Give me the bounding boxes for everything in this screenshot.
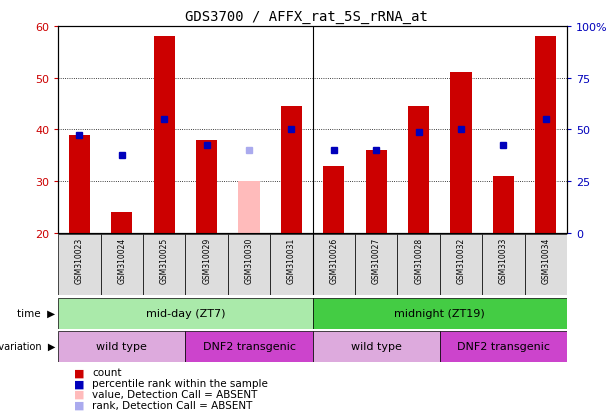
Bar — [154, 37, 175, 233]
Bar — [323, 166, 345, 233]
Text: value, Detection Call = ABSENT: value, Detection Call = ABSENT — [92, 389, 257, 399]
Bar — [238, 182, 260, 233]
Bar — [69, 135, 90, 233]
Bar — [185, 331, 313, 362]
Bar — [493, 177, 514, 233]
Bar — [58, 298, 313, 329]
Text: GSM310026: GSM310026 — [329, 237, 338, 283]
Text: mid-day (ZT7): mid-day (ZT7) — [146, 309, 225, 318]
Bar — [101, 234, 143, 295]
Bar — [196, 140, 217, 233]
Bar — [313, 331, 440, 362]
Bar — [281, 107, 302, 233]
Bar — [355, 234, 397, 295]
Text: midnight (ZT19): midnight (ZT19) — [394, 309, 485, 318]
Bar — [185, 234, 228, 295]
Bar — [228, 234, 270, 295]
Bar — [408, 107, 429, 233]
Text: GSM310025: GSM310025 — [160, 237, 169, 283]
Bar — [440, 234, 482, 295]
Bar — [270, 234, 313, 295]
Bar — [58, 331, 185, 362]
Text: GSM310024: GSM310024 — [117, 237, 126, 283]
Text: GSM310029: GSM310029 — [202, 237, 211, 283]
Text: ■: ■ — [74, 368, 84, 377]
Bar — [440, 331, 567, 362]
Text: GSM310034: GSM310034 — [541, 237, 550, 283]
Text: rank, Detection Call = ABSENT: rank, Detection Call = ABSENT — [92, 400, 253, 410]
Text: percentile rank within the sample: percentile rank within the sample — [92, 378, 268, 388]
Text: GSM310032: GSM310032 — [457, 237, 465, 283]
Text: GSM310028: GSM310028 — [414, 237, 423, 283]
Bar — [365, 151, 387, 233]
Bar — [482, 234, 525, 295]
Bar — [525, 234, 567, 295]
Text: ■: ■ — [74, 389, 84, 399]
Bar — [313, 234, 355, 295]
Text: ■: ■ — [74, 400, 84, 410]
Text: genotype/variation  ▶: genotype/variation ▶ — [0, 342, 55, 351]
Bar — [58, 234, 101, 295]
Bar — [535, 37, 557, 233]
Text: wild type: wild type — [96, 342, 147, 351]
Bar — [451, 73, 471, 233]
Text: DNF2 transgenic: DNF2 transgenic — [202, 342, 295, 351]
Bar — [397, 234, 440, 295]
Text: GSM310033: GSM310033 — [499, 237, 508, 283]
Text: GSM310030: GSM310030 — [245, 237, 254, 283]
Text: wild type: wild type — [351, 342, 402, 351]
Bar — [111, 213, 132, 233]
Text: GSM310031: GSM310031 — [287, 237, 296, 283]
Text: GDS3700 / AFFX_rat_5S_rRNA_at: GDS3700 / AFFX_rat_5S_rRNA_at — [185, 10, 428, 24]
Text: ■: ■ — [74, 378, 84, 388]
Text: DNF2 transgenic: DNF2 transgenic — [457, 342, 550, 351]
Text: count: count — [92, 368, 121, 377]
Text: GSM310027: GSM310027 — [371, 237, 381, 283]
Bar — [143, 234, 186, 295]
Bar — [313, 298, 567, 329]
Text: time  ▶: time ▶ — [17, 309, 55, 318]
Text: GSM310023: GSM310023 — [75, 237, 84, 283]
